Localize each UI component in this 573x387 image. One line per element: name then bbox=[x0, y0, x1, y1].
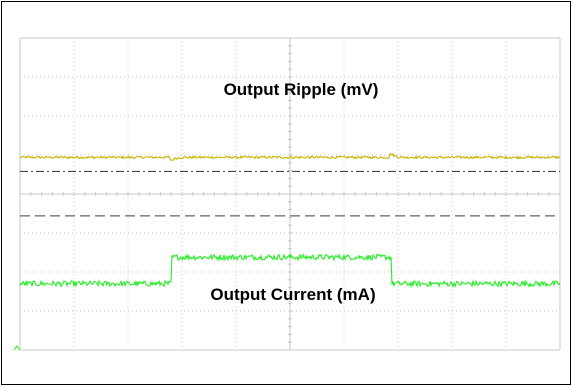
ripple-label: Output Ripple (mV) bbox=[224, 80, 379, 99]
current-trace bbox=[19, 252, 561, 289]
ground-marker-icon bbox=[13, 345, 21, 351]
traces bbox=[19, 152, 561, 289]
current-label: Output Current (mA) bbox=[210, 285, 375, 304]
reference-lines bbox=[20, 170, 560, 217]
annotations: Output Ripple (mV) Output Current (mA) bbox=[210, 80, 378, 304]
grid bbox=[19, 37, 561, 351]
oscilloscope-plot: Output Ripple (mV) Output Current (mA) bbox=[13, 37, 561, 351]
ripple-trace bbox=[19, 152, 561, 161]
